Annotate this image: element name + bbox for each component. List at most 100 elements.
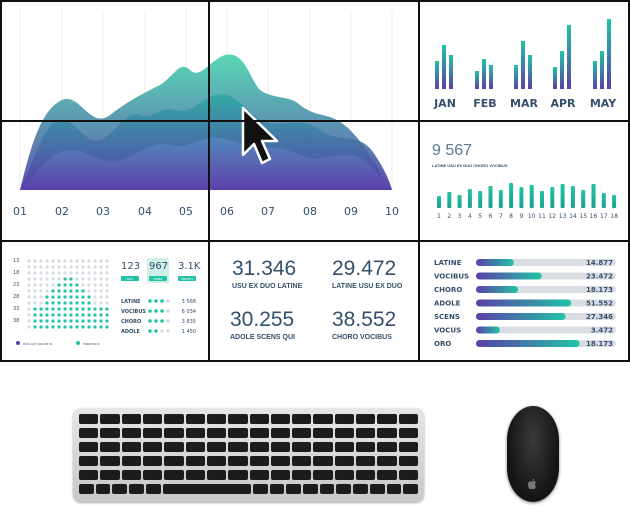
keyboard-key: [270, 442, 291, 452]
matrix-dot: [63, 325, 67, 329]
keyboard-key: [121, 442, 141, 452]
keyboard-key: [334, 470, 355, 480]
list-dot: [148, 319, 152, 323]
monthly-bar-chart: JAN FEB MAR APR MAY: [433, 19, 617, 110]
kpi-x-tick: 7: [499, 213, 503, 220]
progress-fill: [476, 259, 514, 266]
kpi-bar: [488, 186, 493, 208]
matrix-dot: [63, 277, 67, 281]
keyboard-key: [249, 428, 269, 438]
bezel-h-top: [0, 0, 630, 2]
matrix-dot: [33, 265, 37, 269]
keyboard-key: [252, 484, 268, 494]
month-bar: [435, 61, 439, 89]
video-wall: 01 02 03 04 05 06 07 08 09 10: [0, 0, 630, 362]
keyboard-key: [100, 442, 120, 452]
matrix-dot: [75, 289, 79, 293]
matrix-dot: [33, 259, 37, 263]
row-label-13: 13: [13, 258, 19, 264]
row-label-23: 23: [13, 282, 19, 288]
keyboard-key: [100, 456, 120, 466]
matrix-dot: [51, 259, 55, 263]
matrix-dot: [33, 271, 37, 275]
matrix-dot: [39, 325, 43, 329]
keyboard-row: [79, 428, 418, 438]
matrix-dot: [99, 307, 103, 311]
matrix-dot: [75, 301, 79, 305]
matrix-dot: [75, 307, 79, 311]
kpi-bar: [478, 191, 483, 208]
matrix-dot: [39, 307, 43, 311]
list-dot: [166, 329, 170, 333]
kpi-x-tick: 16: [590, 213, 598, 220]
legend-1: DUIS AUT DOLOR IN: [23, 342, 52, 346]
month-bar: [449, 55, 453, 89]
matrix-dot: [39, 313, 43, 317]
matrix-dot: [99, 265, 103, 269]
matrix-dot: [45, 277, 49, 281]
matrix-dot: [27, 259, 31, 263]
kpi-bar: [437, 196, 441, 208]
matrix-dot: [93, 325, 97, 329]
kpi-bar: [540, 191, 544, 208]
keyboard-key: [206, 442, 227, 452]
matrix-dot: [87, 319, 91, 323]
matrix-dot: [33, 295, 37, 299]
matrix-dot: [33, 283, 37, 287]
progress-fill: [476, 340, 580, 347]
matrix-dot: [57, 319, 61, 323]
keyboard-key: [142, 428, 163, 438]
progress-value: 18.173: [586, 286, 613, 294]
progress-value: 18.173: [586, 340, 613, 348]
month-bar: [521, 41, 525, 89]
matrix-dot: [51, 265, 55, 269]
matrix-dot: [69, 259, 73, 263]
keyboard-key: [121, 470, 141, 480]
kpi-x-tick: 5: [478, 213, 482, 220]
keyboard-key: [377, 414, 397, 424]
kpi-caption: LATINE USU EX DUO CHORO VOCIBUS: [432, 163, 508, 168]
list-label: LATINE: [121, 299, 141, 305]
progress-label: VOCUS: [434, 327, 461, 335]
stat-month-label: MONTH: [181, 277, 192, 281]
x-tick-08: 08: [303, 205, 317, 218]
keyboard-row: [79, 484, 419, 494]
matrix-dot: [57, 301, 61, 305]
matrix-dot: [57, 271, 61, 275]
matrix-dot: [39, 265, 43, 269]
row-label-38: 38: [13, 318, 19, 324]
kpi-bar: [560, 184, 565, 208]
keyboard-key: [185, 470, 205, 480]
matrix-dot: [51, 313, 55, 317]
keyboard-key: [142, 470, 163, 480]
matrix-dot: [69, 307, 73, 311]
keyboard-key: [269, 484, 285, 494]
legend-2: TEMPOR IN: [83, 342, 100, 346]
matrix-dot: [69, 271, 73, 275]
matrix-dot: [45, 271, 49, 275]
matrix-dot: [81, 301, 85, 305]
kpi-x-tick: 6: [489, 213, 493, 220]
keyboard-key: [398, 442, 418, 452]
progress-track: [476, 326, 616, 334]
matrix-dot: [81, 295, 85, 299]
keyboard-row: [79, 456, 418, 466]
number-3-value: 30.255: [230, 308, 295, 331]
matrix-dot: [33, 277, 37, 281]
matrix-dot: [99, 301, 103, 305]
keyboard-key: [292, 470, 312, 480]
matrix-dot: [45, 265, 49, 269]
matrix-dot: [93, 313, 97, 317]
matrix-dot: [57, 265, 61, 269]
progress-label: LATINE: [434, 259, 462, 267]
progress-fill: [476, 326, 500, 334]
matrix-dot: [45, 301, 49, 305]
kpi-x-tick: 12: [548, 213, 556, 220]
keyboard-key: [121, 428, 141, 438]
keyboard-key: [377, 456, 397, 466]
progress-label: ORO: [434, 340, 451, 348]
matrix-dot: [69, 301, 73, 305]
kpi-bar: [498, 190, 503, 208]
keyboard-key: [79, 456, 99, 466]
kpi-x-tick: 2: [447, 213, 451, 220]
